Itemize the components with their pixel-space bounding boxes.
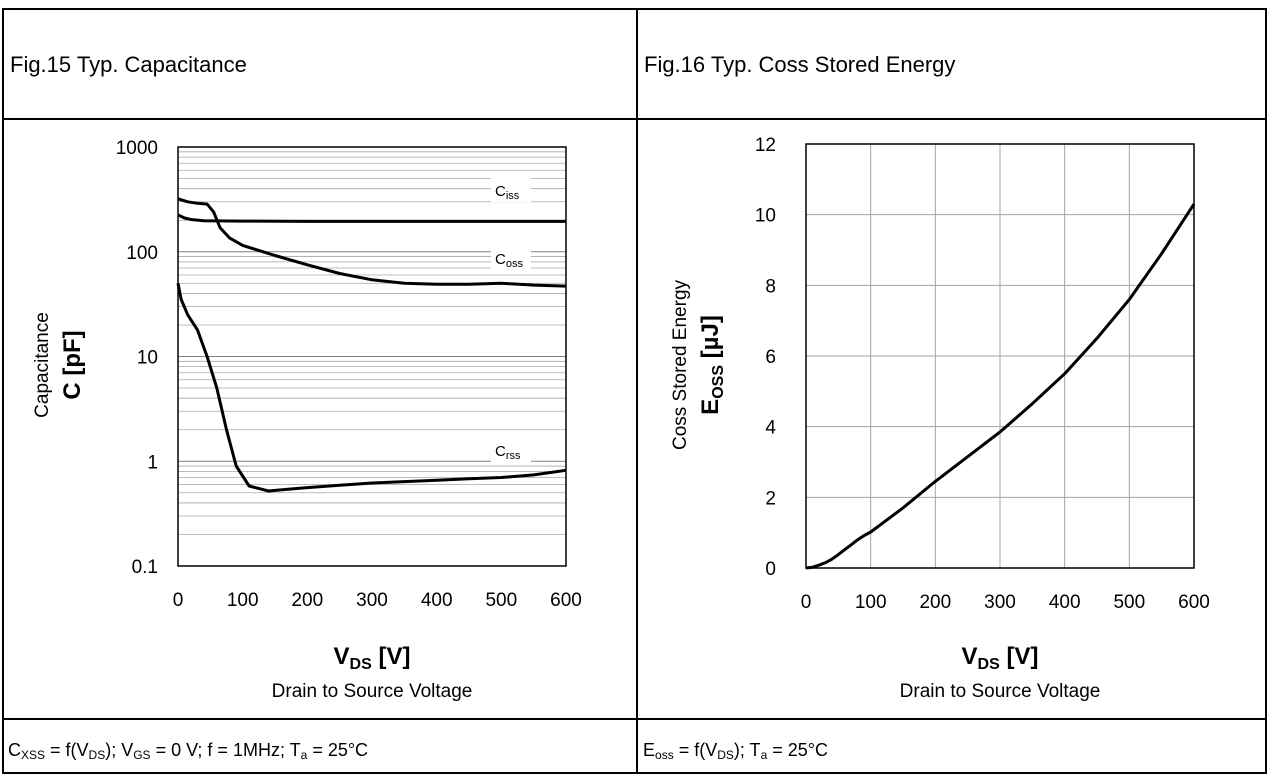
series-line-Coss: [177, 197, 567, 288]
plot-area: [177, 146, 567, 567]
y-tick-label: 100: [126, 243, 158, 264]
footer-row-divider: [2, 718, 1267, 720]
x-tick-label: 500: [1113, 592, 1145, 613]
y-tick-label: 10: [137, 348, 158, 369]
fig16-condition: Eoss = f(VDS); Ta = 25°C: [643, 740, 828, 762]
fig16-chart: 0 2 4 6 8 10 12 0 100 200 300 400 500 600 VDS [V] Drain…: [670, 135, 1210, 702]
x-tick-label: 500: [485, 590, 517, 611]
x-tick-label: 200: [919, 592, 951, 613]
x-axis-title: VDS [V]: [334, 643, 411, 673]
figure-frame: [2, 8, 1267, 774]
x-tick-label: 300: [356, 590, 388, 611]
y-tick-label: 0.1: [132, 557, 158, 578]
x-tick-label: 600: [1178, 592, 1210, 613]
y-tick-label: 4: [765, 418, 776, 439]
series-label-bg: [491, 438, 531, 462]
column-divider: [636, 8, 638, 774]
fig15-title: Fig.15 Typ. Capacitance: [10, 52, 247, 77]
plot-area: [805, 143, 1195, 569]
series-label: Coss: [495, 251, 523, 270]
x-axis-title: VDS [V]: [962, 643, 1039, 673]
x-tick-label: 100: [855, 592, 887, 613]
fig15-condition: CXSS = f(VDS); VGS = 0 V; f = 1MHz; Ta =…: [8, 740, 369, 762]
x-axis-description: Drain to Source Voltage: [272, 681, 473, 702]
y-tick-label: 1: [147, 452, 158, 473]
series-line-Ciss: [177, 213, 566, 223]
x-axis-description: Drain to Source Voltage: [900, 681, 1101, 702]
series-label: Ciss: [495, 183, 520, 202]
x-tick-label: 400: [1049, 592, 1081, 613]
y-tick-label: 12: [755, 135, 776, 156]
title-row-divider: [2, 118, 1267, 120]
x-tick-label: 400: [421, 590, 453, 611]
y-axis-title: EOSS [µJ]: [697, 315, 727, 415]
y-axis-description: Capacitance: [32, 312, 53, 418]
series-label-bg: [491, 246, 531, 270]
series-line-Crss: [176, 283, 567, 493]
y-tick-label: 2: [765, 488, 776, 509]
y-tick-label: 0: [765, 559, 776, 580]
series-label: Crss: [495, 443, 521, 462]
y-axis-title: C [pF]: [59, 330, 86, 399]
y-tick-label: 6: [765, 347, 776, 368]
x-tick-label: 600: [550, 590, 582, 611]
x-tick-label: 0: [801, 592, 812, 613]
series-line-eoss: [805, 203, 1196, 570]
series-label-bg: [491, 178, 531, 202]
x-tick-label: 0: [173, 590, 184, 611]
x-tick-label: 300: [984, 592, 1016, 613]
x-tick-label: 200: [291, 590, 323, 611]
x-tick-label: 100: [227, 590, 259, 611]
y-axis-description: Coss Stored Energy: [670, 279, 691, 450]
y-tick-label: 10: [755, 206, 776, 227]
fig16-title: Fig.16 Typ. Coss Stored Energy: [644, 52, 956, 77]
y-tick-label: 8: [765, 276, 776, 297]
y-tick-label: 1000: [116, 138, 158, 159]
fig15-chart: 0.1 1 10 100 1000 0 100 200 300 400 500 600 Ciss Coss…: [32, 138, 582, 702]
